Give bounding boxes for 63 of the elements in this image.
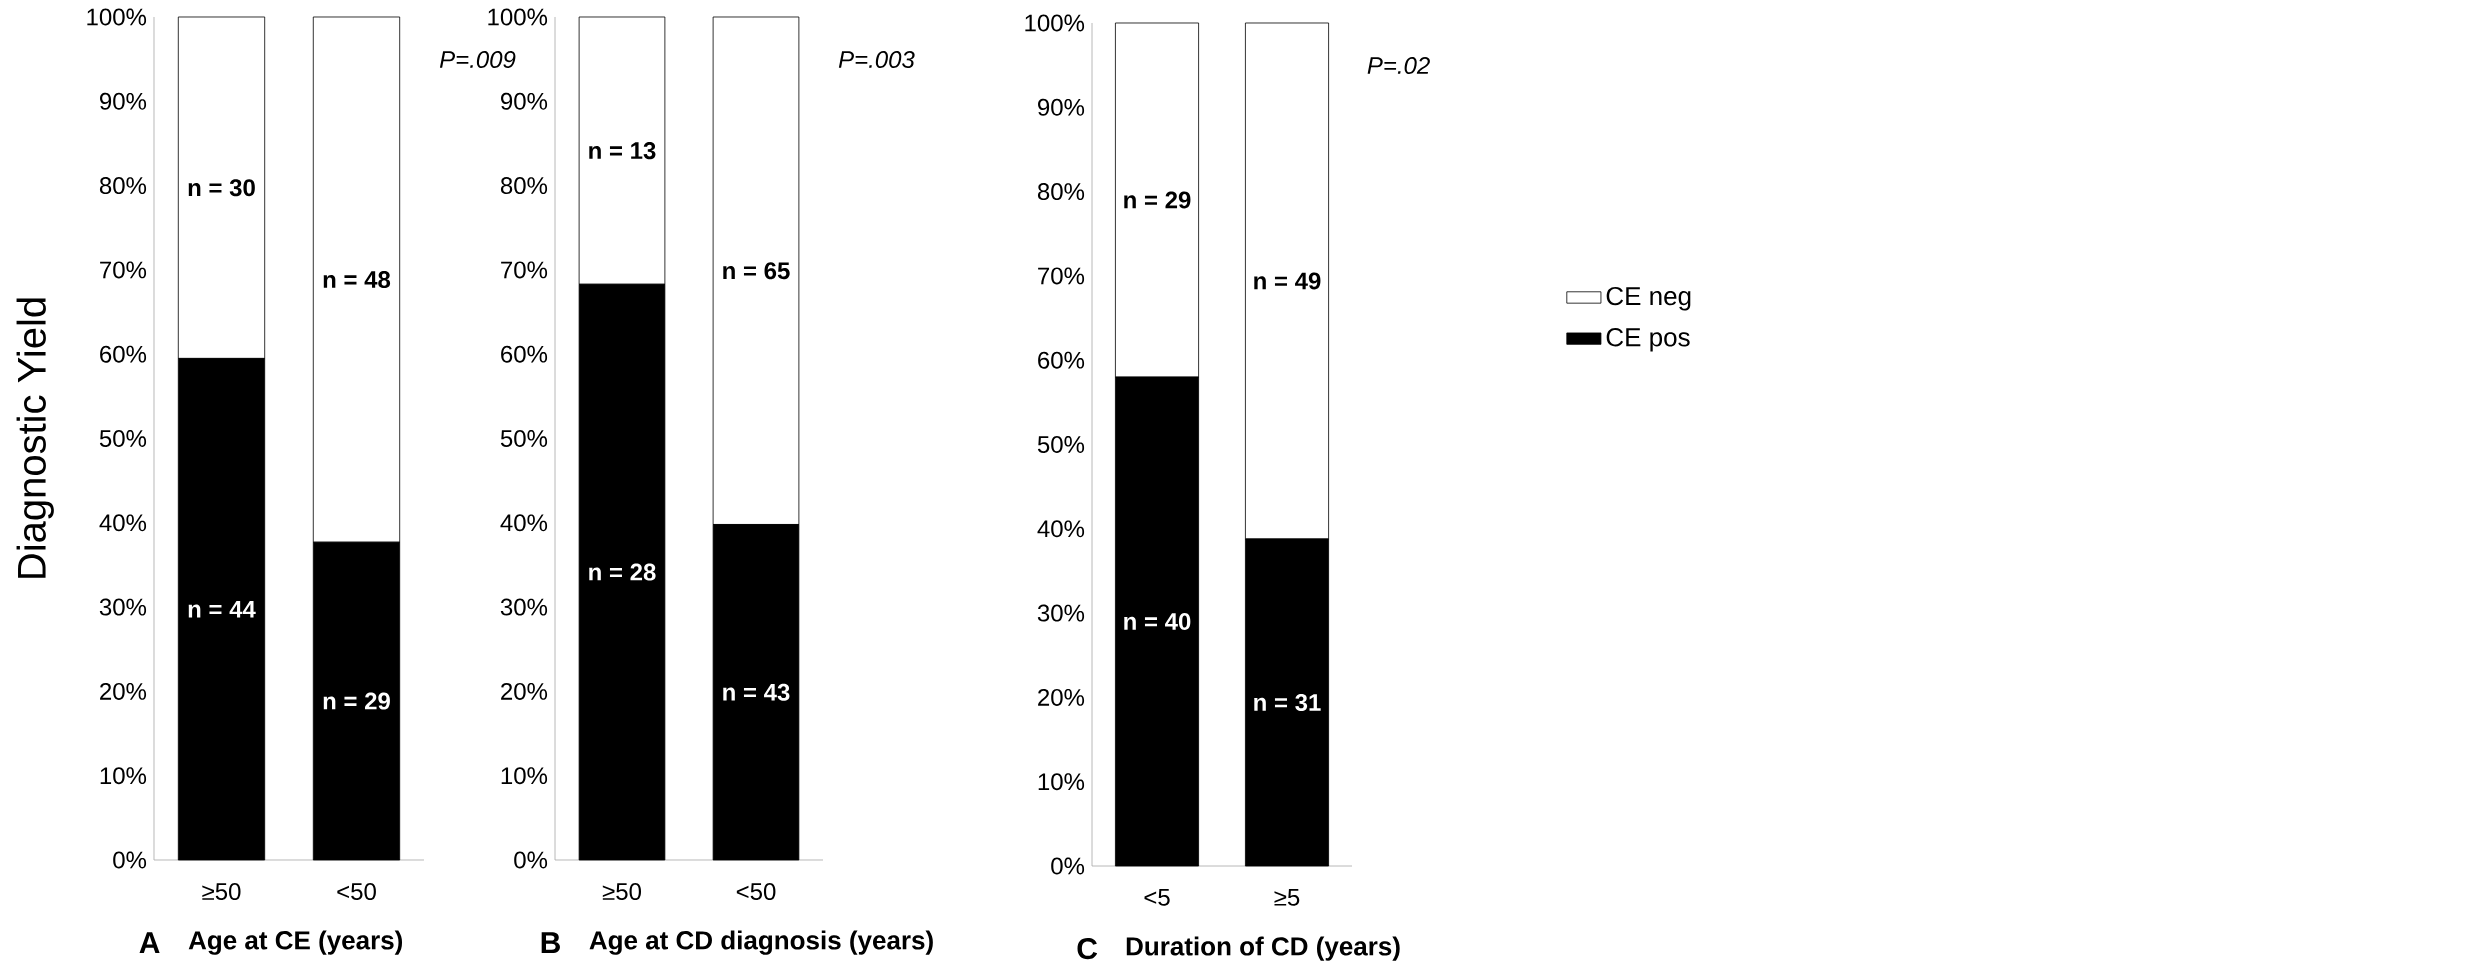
y-tick-label: 30% [1037,604,1085,622]
y-tick-label: 70% [1038,267,1085,285]
y-tick-label: 30% [500,598,548,616]
x-tick-label: ≥5 [1274,889,1300,906]
x-tick-label: <50 [736,883,776,901]
x-tick-label: ≥50 [602,883,642,901]
y-tick-label: 70% [501,261,548,279]
y-tick-label: 10% [501,767,548,785]
text: C [1077,938,1098,960]
x-axis-title: Duration of CD (years) [1126,936,1400,961]
y-tick-label: 10% [100,767,147,785]
y-tick-label: 90% [100,92,147,110]
y-tick-label: 70% [100,261,147,279]
y-tick-label: 20% [100,682,147,700]
y-tick-label: 80% [500,177,548,195]
y-tick-label: 60% [501,345,548,363]
y-tick-label: 50% [1037,436,1085,453]
annotation: n = 49 [1254,272,1321,290]
y-tick-label: 20% [1038,688,1085,706]
text: A [139,932,160,953]
annotation: n = 48 [323,271,391,289]
y-axis-title: Diagnostic Yield [16,298,54,578]
y-tick-label: 10% [1038,773,1085,791]
annotation: n = 31 [1254,693,1321,711]
text: P=.009 [439,51,516,69]
y-tick-label: 50% [500,430,548,447]
annotation: n = 13 [589,142,656,160]
annotation: n = 65 [723,262,790,280]
legend-label: CE neg [1606,286,1691,311]
y-tick-label: 40% [99,514,147,532]
legend-label: CE pos [1606,328,1690,352]
y-tick-label: 90% [501,92,548,110]
text: P=.003 [838,51,915,69]
annotation: n = 28 [589,563,656,581]
y-tick-label: 80% [1037,183,1085,201]
y-tick-label: 100% [87,8,147,26]
y-tick-label: 20% [501,682,548,700]
y-tick-label: 30% [99,598,147,616]
y-tick-label: 40% [500,514,548,532]
y-tick-label: 100% [488,8,548,26]
x-tick-label: <5 [1144,889,1170,906]
y-tick-label: 90% [1038,98,1085,116]
annotation: n = 40 [1124,613,1191,631]
y-tick-label: 80% [99,177,147,195]
y-tick-label: 100% [1025,14,1085,32]
y-tick-label: 40% [1037,520,1085,538]
y-tick-label: 50% [99,430,147,447]
annotation: n = 30 [188,179,255,197]
annotation: n = 43 [723,683,790,701]
annotation: n = 29 [1124,191,1191,209]
y-tick-label: 60% [1038,351,1085,369]
text: P=.02 [1367,57,1430,75]
x-tick-label: ≥50 [202,883,241,901]
annotation: n = 44 [188,600,256,618]
y-tick-label: 60% [100,345,147,363]
x-tick-label: <50 [337,883,376,901]
text: B [541,932,560,953]
y-tick-label: 0% [113,851,147,869]
y-tick-label: 0% [514,851,548,869]
x-axis-title: Age at CE (years) [188,930,403,955]
annotation: n = 29 [323,692,390,710]
x-axis-title: Age at CD diagnosis (years) [589,930,933,955]
y-tick-label: 0% [1051,857,1085,875]
